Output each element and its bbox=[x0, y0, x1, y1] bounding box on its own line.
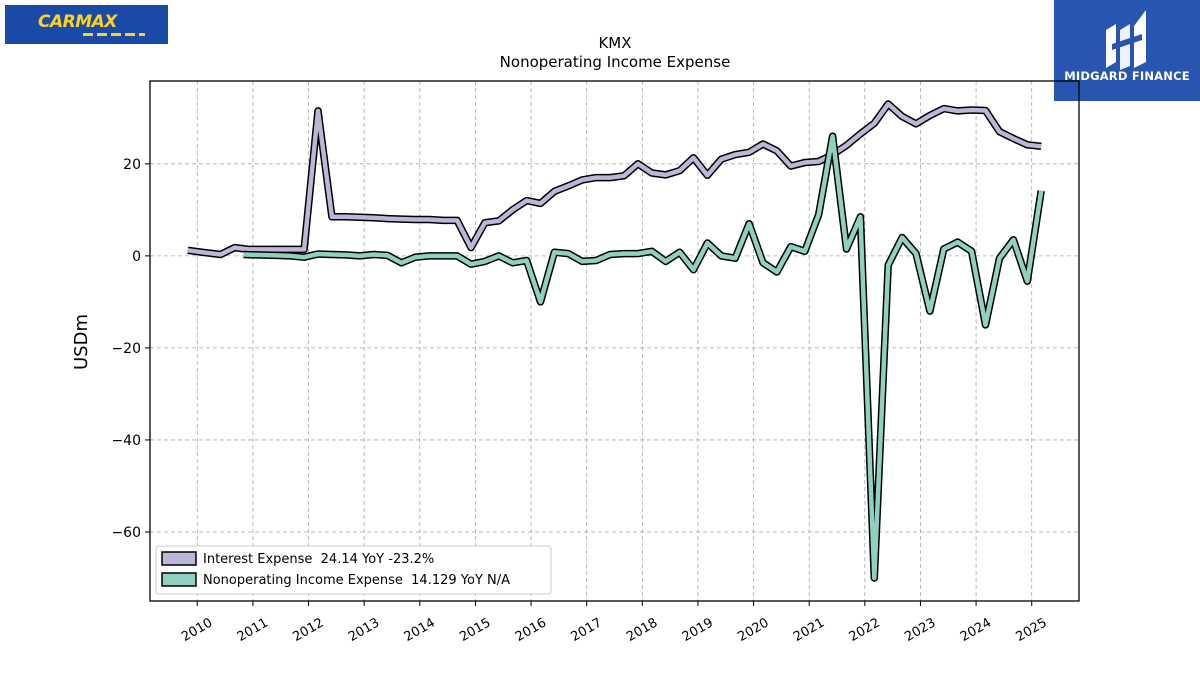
y-tick-label: 0 bbox=[132, 249, 141, 265]
x-tick-label: 2022 bbox=[847, 615, 883, 645]
chart-subtitle: Nonoperating Income Expense bbox=[500, 53, 731, 71]
y-tick-label: −60 bbox=[111, 525, 141, 541]
legend-swatch-nonoperating-income-expense bbox=[161, 572, 197, 587]
series-line-nonoperating-income-expense bbox=[243, 133, 1044, 581]
x-tick-label: 2013 bbox=[346, 615, 382, 645]
chart-title: KMX bbox=[598, 34, 631, 52]
y-ticks: 20 0 −20 −40 −60 bbox=[111, 157, 150, 541]
legend-label-interest-expense: Interest Expense 24.14 YoY -23.2% bbox=[203, 552, 434, 567]
midgard-finance-logo-text: MIDGARD FINANCE bbox=[1064, 69, 1190, 83]
plot-frame bbox=[149, 80, 1080, 602]
carmax-logo: CARMAX bbox=[5, 5, 168, 44]
x-tick-label: 2024 bbox=[958, 615, 994, 645]
x-tick-label: 2014 bbox=[402, 615, 438, 645]
y-tick-label: −40 bbox=[111, 433, 141, 449]
x-tick-label: 2017 bbox=[569, 615, 605, 645]
x-tick-label: 2012 bbox=[290, 615, 326, 645]
x-tick-label: 2025 bbox=[1014, 615, 1050, 645]
legend: Interest Expense 24.14 YoY -23.2% Nonope… bbox=[155, 545, 552, 595]
y-tick-label: 20 bbox=[123, 157, 141, 173]
x-tick-label: 2010 bbox=[179, 615, 215, 645]
carmax-logo-dashes bbox=[83, 33, 145, 36]
x-tick-label: 2018 bbox=[624, 615, 660, 645]
midgard-emblem-icon bbox=[1106, 10, 1146, 70]
x-ticks: 2010 2011 2012 2013 2014 2015 2016 2017 2018 2019… bbox=[179, 601, 1050, 645]
series-line-interest-expense bbox=[187, 101, 1042, 257]
legend-swatch-interest-expense bbox=[161, 551, 197, 566]
x-tick-label: 2019 bbox=[680, 615, 716, 645]
legend-label-nonoperating-income-expense: Nonoperating Income Expense 14.129 YoY N… bbox=[203, 573, 510, 588]
x-tick-label: 2015 bbox=[457, 615, 493, 645]
grid bbox=[150, 81, 1079, 601]
x-tick-label: 2023 bbox=[902, 615, 938, 645]
x-tick-label: 2021 bbox=[791, 615, 827, 645]
series-lines bbox=[187, 100, 1045, 582]
y-axis-label: USDm bbox=[71, 314, 92, 370]
midgard-finance-logo: MIDGARD FINANCE bbox=[1054, 0, 1200, 101]
carmax-logo-text: CARMAX bbox=[38, 12, 117, 32]
x-tick-label: 2016 bbox=[513, 615, 549, 645]
legend-box bbox=[155, 545, 552, 595]
x-tick-label: 2011 bbox=[235, 615, 271, 645]
x-tick-label: 2020 bbox=[735, 615, 771, 645]
y-tick-label: −20 bbox=[111, 341, 141, 357]
